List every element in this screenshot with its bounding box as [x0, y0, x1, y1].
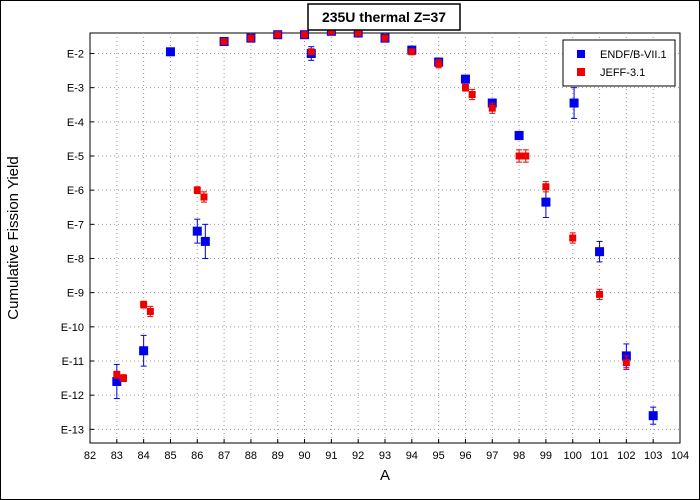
y-tick-label: E-11 [62, 356, 84, 368]
legend-swatch-jeff [577, 68, 585, 76]
data-point-jeff [381, 34, 389, 42]
y-tick-label: E-13 [61, 424, 84, 436]
x-tick-labels: 82 83 84 85 86 87 88 89 90 91 92 93 94 95 96 97 98 99 100 1… [84, 450, 689, 462]
y-tick-label: E-4 [67, 117, 84, 129]
x-tick-label: 91 [325, 450, 337, 462]
data-point-jeff [435, 60, 443, 68]
legend-swatch-endf [577, 50, 585, 58]
legend-label-jeff: JEFF-3.1 [600, 67, 645, 79]
data-point-jeff [542, 183, 550, 191]
x-tick-label: 102 [617, 450, 635, 462]
x-tick-label: 94 [406, 450, 418, 462]
x-tick-label: 99 [540, 450, 552, 462]
x-tick-label: 92 [352, 450, 364, 462]
data-point-jeff [596, 290, 604, 298]
data-point-jeff [461, 84, 469, 92]
data-point-jeff [622, 359, 630, 367]
y-tick-label: E-3 [67, 83, 84, 95]
chart-title: 235U thermal Z=37 [322, 9, 446, 25]
data-point-jeff [468, 91, 476, 98]
data-point-endf [648, 411, 658, 421]
data-point-endf [569, 98, 579, 108]
data-point-jeff [569, 234, 577, 242]
x-tick-label: 103 [644, 450, 662, 462]
data-point-jeff [193, 186, 201, 194]
y-tick-label: E-2 [67, 49, 84, 61]
x-tick-label: 85 [164, 450, 176, 462]
x-tick-label: 84 [138, 450, 150, 462]
data-point-endf [192, 226, 202, 236]
x-tick-label: 88 [245, 450, 257, 462]
data-point-jeff [327, 27, 335, 35]
data-point-jeff [120, 374, 128, 382]
y-tick-label: E-5 [67, 151, 84, 163]
data-point-jeff [113, 371, 121, 379]
x-tick-label: 97 [486, 450, 498, 462]
data-point-jeff [274, 31, 282, 39]
x-tick-label: 90 [298, 450, 310, 462]
x-tick-label: 98 [513, 450, 525, 462]
data-point-jeff [146, 307, 154, 315]
x-tick-label: 87 [218, 450, 230, 462]
data-point-jeff [140, 301, 148, 309]
x-tick-label: 100 [564, 450, 582, 462]
y-tick-label: E-10 [61, 322, 84, 334]
x-tick-label: 83 [111, 450, 123, 462]
data-point-jeff [200, 193, 208, 201]
x-tick-label: 86 [191, 450, 203, 462]
data-point-jeff [522, 152, 530, 160]
x-tick-label: 104 [671, 450, 689, 462]
x-tick-label: 89 [272, 450, 284, 462]
data-point-endf [595, 247, 605, 257]
data-point-jeff [488, 104, 496, 112]
data-point-jeff [220, 38, 228, 46]
data-point-endf [139, 346, 149, 356]
data-point-jeff [408, 48, 416, 56]
y-axis-title: Cumulative Fission Yield [5, 156, 22, 319]
data-point-jeff [247, 34, 255, 42]
data-point-jeff [354, 29, 362, 37]
data-point-jeff [515, 152, 523, 160]
chart-title-box: 235U thermal Z=37 [307, 3, 461, 31]
data-point-endf [112, 377, 122, 386]
y-tick-label: E-9 [67, 288, 84, 300]
legend-label-endf: ENDF/B-VII.1 [600, 49, 667, 61]
x-tick-label: 96 [459, 450, 471, 462]
y-tick-label: E-6 [67, 185, 84, 197]
data-point-endf [200, 236, 210, 246]
x-tick-label: 101 [590, 450, 608, 462]
axis-ticks [89, 53, 681, 443]
data-point-jeff [301, 31, 309, 39]
data-point-jeff [307, 48, 315, 56]
x-tick-label: 95 [433, 450, 445, 462]
y-tick-label: E-7 [67, 219, 84, 231]
data-point-endf [541, 197, 551, 207]
data-point-endf [460, 74, 470, 84]
y-tick-labels: E-2 E-3 E-4 E-5 E-6 E-7 E-8 E-9 E-10 E-11 E-12 E-13 [61, 49, 84, 437]
data-point-endf [514, 131, 524, 140]
x-axis-title: A [380, 467, 390, 484]
x-tick-label: 93 [379, 450, 391, 462]
y-tick-label: E-8 [67, 254, 84, 266]
data-marks [112, 26, 658, 425]
y-tick-label: E-12 [61, 390, 84, 402]
x-tick-label: 82 [84, 450, 96, 462]
legend: ENDF/B-VII.1 JEFF-3.1 [562, 39, 676, 87]
data-point-endf [165, 47, 175, 57]
